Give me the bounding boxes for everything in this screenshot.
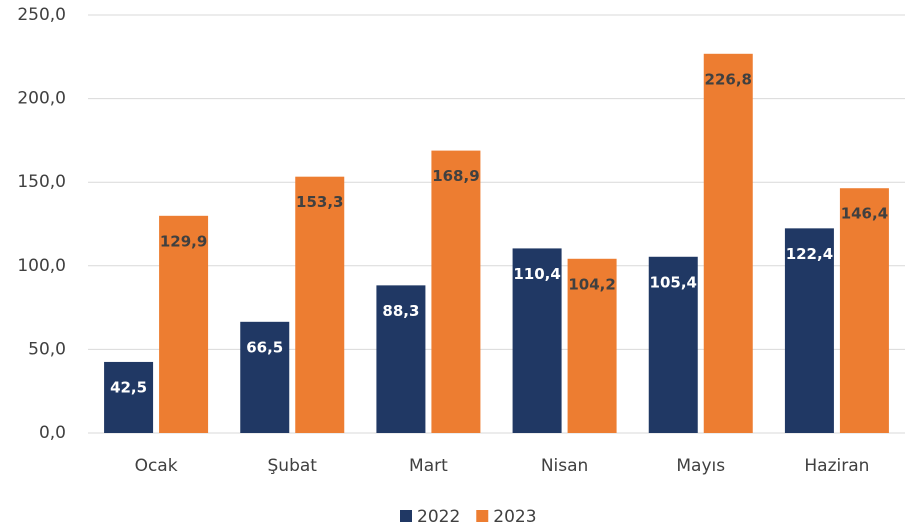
value-label: 42,5 (110, 378, 147, 396)
value-label: 104,2 (568, 275, 615, 293)
value-label: 105,4 (650, 273, 697, 291)
value-label: 122,4 (786, 245, 833, 263)
legend-label: 2022 (417, 507, 460, 527)
bar (240, 321, 290, 433)
bar (376, 285, 426, 433)
x-tick-label: Mayıs (676, 456, 725, 476)
bar (567, 258, 617, 433)
x-tick-label: Şubat (268, 456, 318, 476)
bar (104, 361, 154, 433)
bar (839, 188, 889, 433)
bar (784, 228, 834, 433)
value-label: 129,9 (160, 232, 207, 250)
y-tick-label: 100,0 (17, 256, 66, 276)
value-label: 146,4 (841, 205, 888, 223)
value-label: 168,9 (432, 167, 479, 185)
y-tick-label: 0,0 (39, 423, 66, 443)
bar (512, 248, 562, 433)
x-tick-label: Haziran (804, 456, 869, 476)
x-tick-label: Mart (409, 456, 448, 476)
bar (295, 176, 345, 433)
legend-swatch (476, 510, 489, 522)
y-tick-label: 200,0 (17, 89, 66, 109)
legend-label: 2023 (493, 507, 536, 527)
y-tick-label: 150,0 (17, 172, 66, 192)
value-label: 153,3 (296, 193, 343, 211)
x-tick-label: Nisan (541, 456, 589, 476)
y-tick-label: 50,0 (28, 339, 66, 359)
value-label: 226,8 (705, 70, 752, 88)
value-label: 110,4 (513, 265, 560, 283)
x-tick-label: Ocak (135, 456, 178, 476)
y-tick-label: 250,0 (17, 5, 66, 25)
value-label: 66,5 (246, 338, 283, 356)
value-label: 88,3 (382, 302, 419, 320)
bar (648, 256, 698, 433)
bar (703, 53, 753, 433)
legend-swatch (400, 510, 412, 522)
bar (159, 215, 209, 433)
bar (431, 150, 481, 434)
